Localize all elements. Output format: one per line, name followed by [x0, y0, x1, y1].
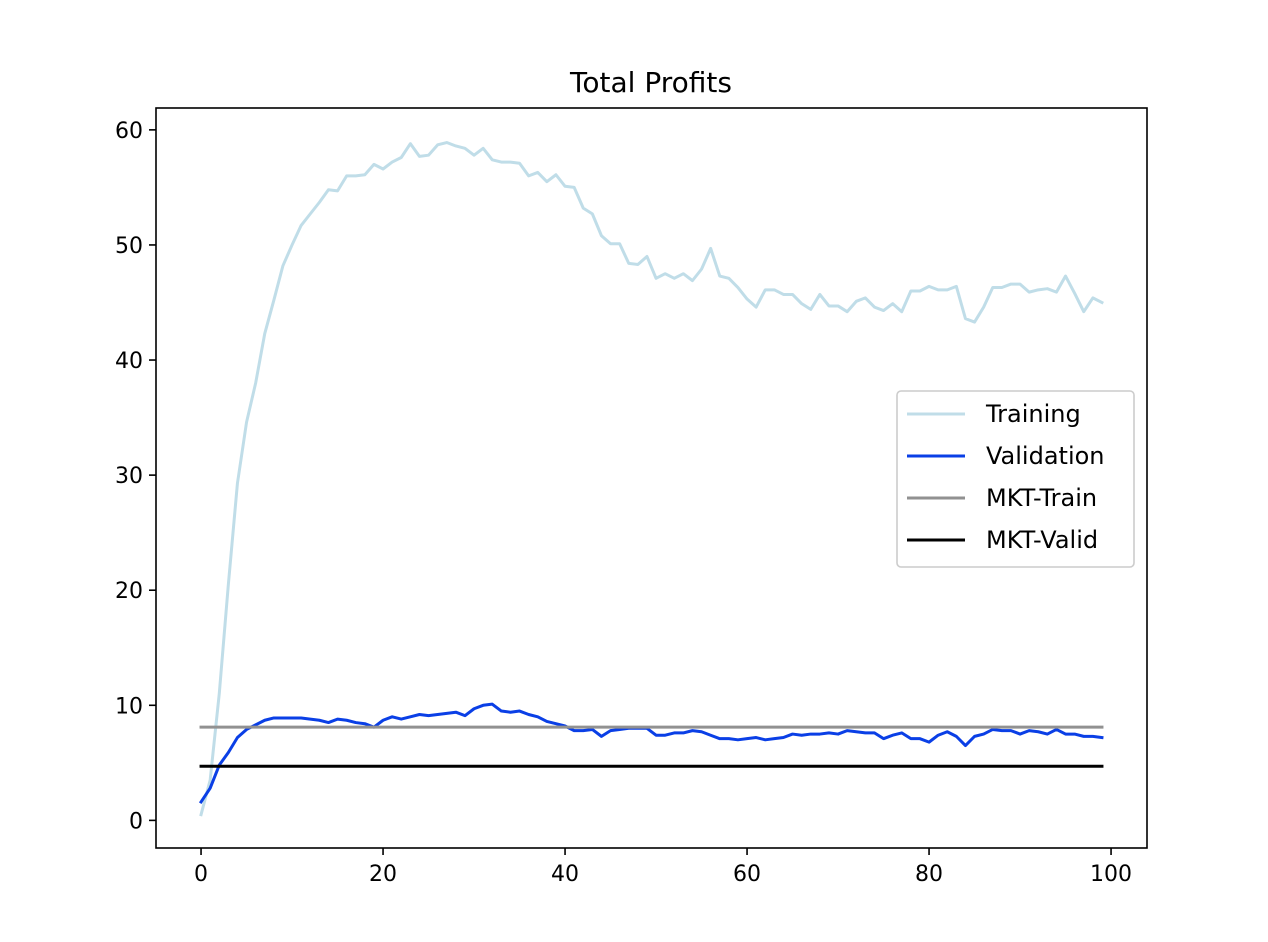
x-tick-label: 0	[194, 862, 208, 887]
y-tick-label: 10	[115, 694, 143, 719]
x-axis: 0 20 40 60 80 100	[194, 848, 1132, 887]
chart-title: Total Profits	[569, 66, 732, 99]
legend-label-training: Training	[985, 400, 1081, 428]
x-tick-label: 20	[369, 862, 397, 887]
x-tick-label: 60	[733, 862, 761, 887]
plot-lines	[198, 141, 1104, 817]
legend-label-mkt-valid: MKT-Valid	[986, 526, 1098, 554]
legend-label-validation: Validation	[986, 442, 1105, 470]
y-tick-label: 0	[129, 809, 143, 834]
series-line-validation	[198, 702, 1104, 805]
y-tick-label: 30	[115, 464, 143, 489]
y-tick-label: 40	[115, 349, 143, 374]
series-line-training	[199, 141, 1104, 817]
x-tick-label: 100	[1090, 862, 1132, 887]
y-tick-label: 60	[115, 119, 143, 144]
x-tick-label: 80	[915, 862, 943, 887]
y-tick-label: 20	[115, 579, 143, 604]
x-tick-label: 40	[551, 862, 579, 887]
legend-label-mkt-train: MKT-Train	[986, 484, 1097, 512]
plot-area-frame	[155, 107, 1148, 849]
legend: Training Validation MKT-Train MKT-Valid	[896, 390, 1135, 568]
legend-box	[896, 390, 1135, 568]
y-axis: 0 10 20 30 40 50 60	[115, 119, 156, 834]
y-tick-label: 50	[115, 234, 143, 259]
